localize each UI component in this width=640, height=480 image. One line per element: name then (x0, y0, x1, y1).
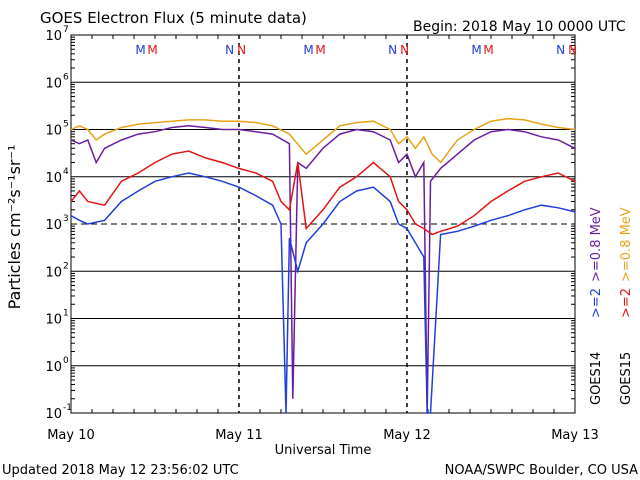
legend-group-label: GOES14 (589, 352, 604, 405)
y-tick-exponent: 7 (63, 25, 69, 35)
marker-label: M (135, 43, 145, 57)
marker-label: M (315, 43, 325, 57)
y-tick-exponent: 3 (63, 214, 69, 224)
y-tick-label: 10 (45, 313, 62, 328)
x-tick-label: May 12 (383, 428, 431, 443)
event-markers: M M M M N NN N M M N N (135, 43, 577, 57)
marker-label: M (471, 43, 481, 57)
legend-entry: >=2 (619, 288, 634, 318)
y-tick-label: 10 (45, 124, 62, 139)
x-tick-label: May 11 (215, 428, 263, 443)
begin-label: Begin: 2018 May 10 0000 UTC (413, 19, 626, 35)
marker-label: N (556, 43, 565, 57)
chart-title: GOES Electron Flux (5 minute data) (40, 9, 307, 27)
y-tick-label: 10 (45, 171, 62, 186)
legend-entry: >=0.8 MeV (589, 207, 604, 282)
credit-label: NOAA/SWPC Boulder, CO USA (445, 463, 638, 478)
legend-right: GOES14 >=2 >=0.8 MeV GOES15 >=2 >=0.8 MeV (589, 207, 634, 405)
series-line (70, 150, 576, 236)
y-axis-label: Particles cm⁻²s⁻¹sr⁻¹ (5, 145, 24, 310)
y-tick-exponent: 4 (63, 167, 69, 177)
y-tick-exponent: 5 (63, 120, 69, 130)
marker-label: M (483, 43, 493, 57)
marker-label: N (400, 43, 409, 57)
y-tick-label: 10 (45, 76, 62, 91)
x-axis-label: Universal Time (275, 443, 372, 458)
marker-label: N (568, 43, 577, 57)
y-tick-exponent: 0 (63, 356, 69, 366)
legend-group-label: GOES15 (619, 352, 634, 405)
y-tick-label: 10 (45, 407, 62, 422)
x-axis-ticks: May 10 May 11 May 12 May 13 (47, 35, 599, 443)
y-tick-label: 10 (45, 29, 62, 44)
y-tick-exponent: -1 (63, 403, 72, 413)
y-tick-exponent: 1 (63, 309, 69, 319)
series-line (70, 125, 576, 414)
y-tick-exponent: 6 (63, 72, 69, 82)
y-tick-label: 10 (45, 360, 62, 375)
marker-label: N (225, 43, 234, 57)
updated-label: Updated 2018 May 12 23:56:02 UTC (2, 463, 239, 478)
grid-lines (71, 81, 575, 367)
marker-label: N (388, 43, 397, 57)
legend-entry: >=2 (589, 288, 604, 318)
legend-entry: >=0.8 MeV (619, 207, 634, 282)
x-tick-label: May 13 (551, 428, 599, 443)
x-tick-label: May 10 (47, 428, 95, 443)
marker-label: M (303, 43, 313, 57)
series-line (70, 117, 576, 164)
y-tick-label: 10 (45, 265, 62, 280)
series-line (70, 172, 576, 414)
marker-label: M (147, 43, 157, 57)
day-dividers (238, 35, 408, 413)
y-tick-label: 10 (45, 218, 62, 233)
series-lines (70, 117, 576, 414)
y-tick-exponent: 2 (63, 261, 69, 271)
marker-label: N (237, 43, 246, 57)
